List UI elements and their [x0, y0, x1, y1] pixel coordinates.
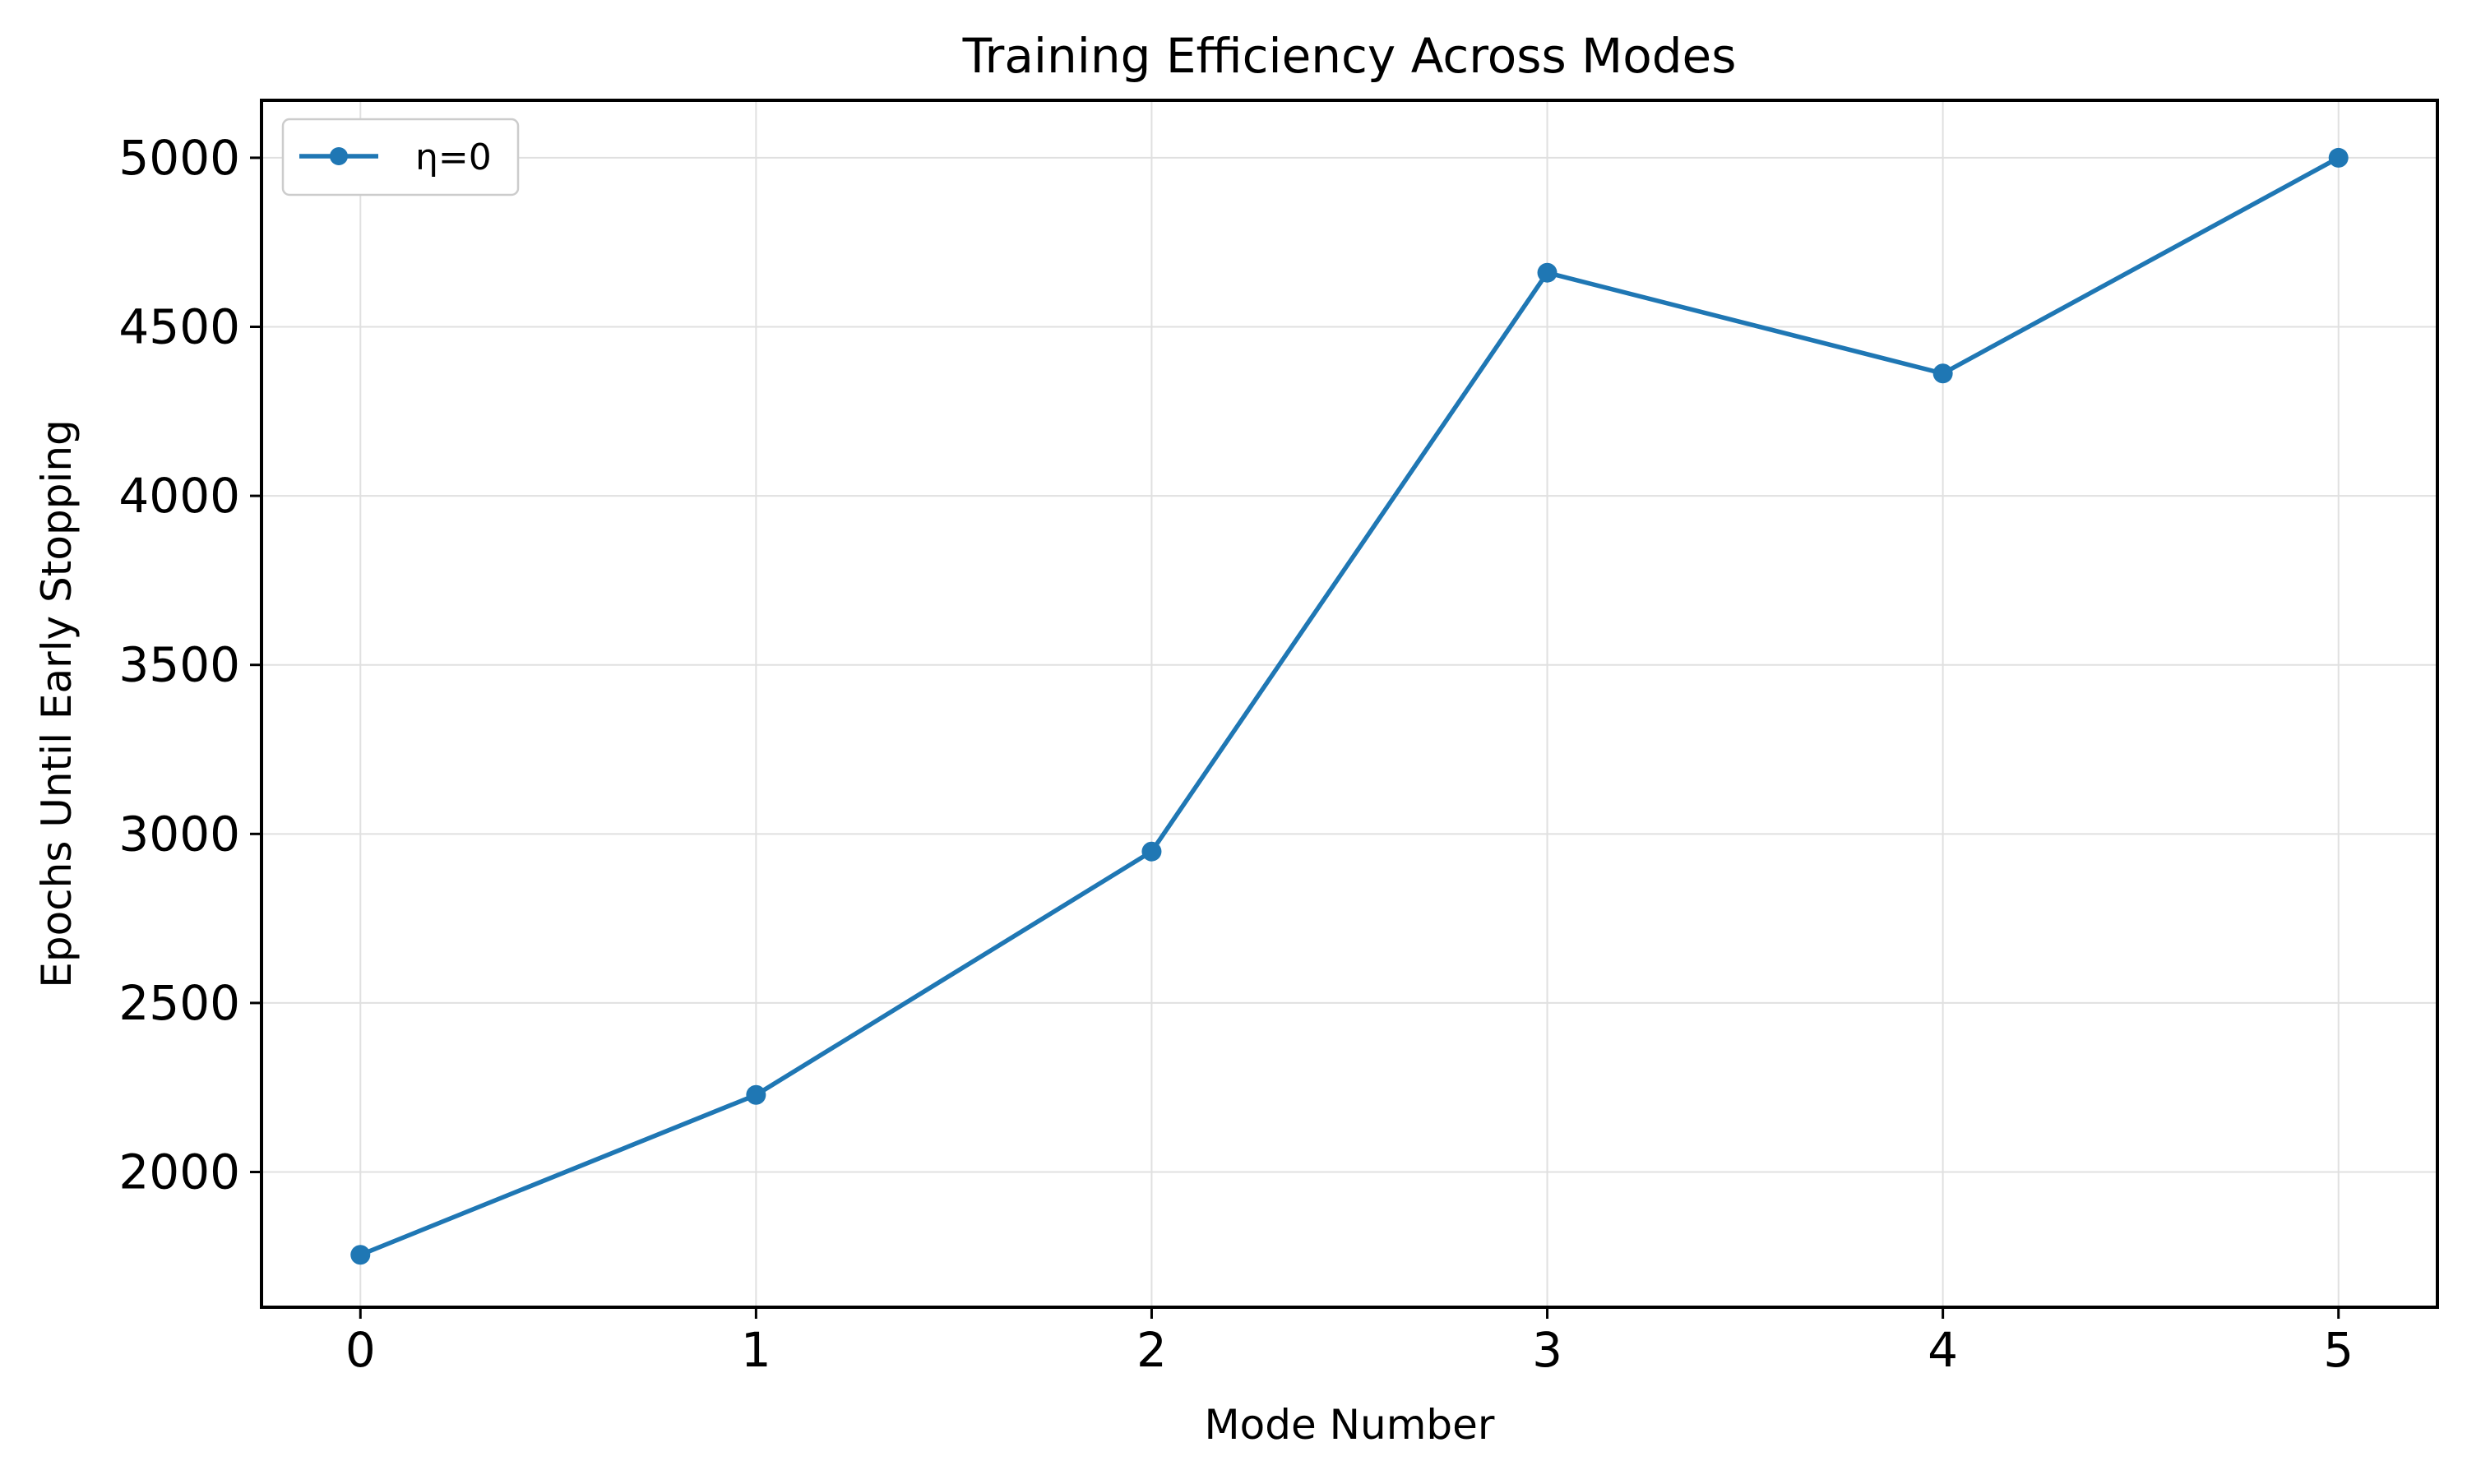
y-tick-label: 4000 [118, 468, 240, 524]
data-point [1932, 363, 1953, 384]
x-tick-label: 1 [741, 1322, 771, 1378]
series-layer [350, 147, 2349, 1265]
data-point [1537, 262, 1557, 283]
data-point [1141, 841, 1162, 862]
y-tick-label: 3000 [118, 806, 240, 862]
y-axis-ticks: 2000 2500 3000 3500 4000 4500 5000 [118, 130, 262, 1200]
data-point [2328, 147, 2349, 168]
y-axis-label: Epochs Until Early Stopping [33, 419, 81, 988]
x-tick-label: 3 [1532, 1322, 1562, 1378]
series-line [358, 155, 2341, 1258]
legend: η=0 [281, 118, 520, 196]
y-tick-label: 4500 [118, 299, 240, 355]
y-tick-label: 2500 [118, 975, 240, 1031]
data-point [746, 1084, 766, 1105]
x-tick-label: 4 [1928, 1322, 1958, 1378]
y-tick-label: 2000 [118, 1144, 240, 1200]
plot-frame [260, 99, 2439, 1309]
grid-lines [262, 100, 2437, 1307]
y-tick-label: 3500 [118, 637, 240, 693]
chart-title: Training Efficiency Across Modes [962, 28, 1737, 84]
x-axis-label: Mode Number [1205, 1401, 1495, 1449]
legend-marker-swatch [330, 147, 348, 165]
legend-label: η=0 [415, 136, 492, 178]
x-tick-label: 2 [1136, 1322, 1167, 1378]
x-axis-ticks: 0 1 2 3 4 5 [345, 1307, 2354, 1378]
x-tick-label: 0 [345, 1322, 376, 1378]
data-point [350, 1245, 371, 1265]
y-tick-label: 5000 [118, 130, 240, 186]
x-tick-label: 5 [2323, 1322, 2354, 1378]
legend-box [281, 118, 520, 196]
